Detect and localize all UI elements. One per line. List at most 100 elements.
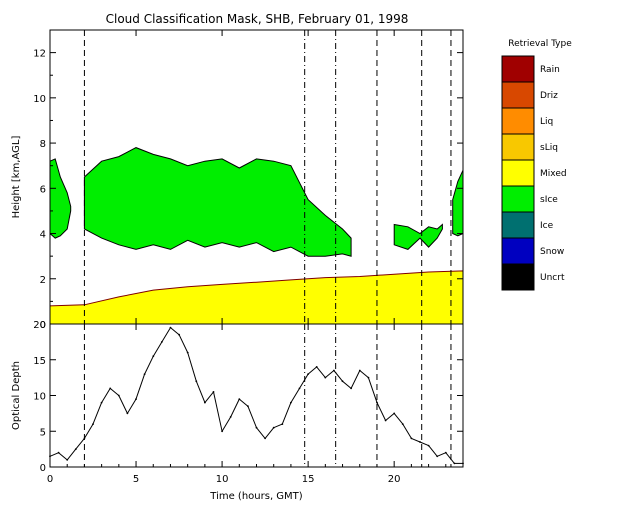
legend-swatch-liq [501,107,535,135]
optical-depth-point-28 [290,401,292,404]
legend-swatch-snow [501,237,535,265]
optical-depth-segment-26 [264,427,275,439]
region-sice-3 [393,223,443,250]
optical-depth-segment-39 [376,402,387,421]
optical-depth-point-29 [298,387,301,390]
bottom-y-tick-label-1: 5 [40,427,46,438]
legend-label-snow: Snow [540,247,564,257]
optical-depth-point-10 [135,398,137,400]
optical-depth-point-38 [376,401,378,404]
optical-depth-segment-10 [126,398,137,414]
top-y-tick-label-2: 4 [40,230,46,241]
optical-depth-segment-40 [385,413,395,421]
optical-depth-point-15 [178,333,181,336]
optical-depth-segment-15 [170,327,180,336]
optical-depth-segment-28 [281,402,292,425]
optical-depth-point-24 [255,426,258,429]
optical-depth-point-20 [221,430,224,433]
optical-depth-segment-35 [342,380,352,389]
optical-depth-segment-43 [411,437,421,443]
optical-depth-segment-1 [49,452,59,457]
optical-depth-point-21 [229,416,232,418]
top-y-tick-label-4: 8 [40,139,46,150]
optical-depth-point-32 [324,376,327,379]
chart-title: Cloud Classification Mask, SHB, February… [106,12,409,26]
optical-depth-point-11 [143,373,146,375]
optical-depth-point-37 [367,376,370,379]
optical-depth-segment-42 [402,423,412,439]
optical-depth-point-43 [419,441,421,443]
optical-depth-point-6 [100,401,103,404]
top-y-tick-label-6: 12 [33,49,46,60]
region-sice-1 [49,158,72,239]
legend-swatch-sliq [501,133,535,161]
optical-depth-segment-14 [161,327,171,343]
optical-depth-point-41 [401,423,404,425]
optical-depth-segment-7 [101,388,111,403]
legend-label-mixed: Mixed [540,169,567,179]
legend-swatch-uncrt [501,263,535,291]
optical-depth-point-42 [410,437,413,440]
legend-swatch-driz [501,81,535,109]
bottom-y-axis-label: Optical Depth [11,361,22,430]
legend-label-liq: Liq [540,117,553,127]
optical-depth-point-40 [393,412,396,415]
optical-depth-segment-3 [66,448,77,461]
optical-depth-segment-24 [247,406,257,428]
optical-depth-point-36 [358,369,361,372]
bottom-y-tick-label-2: 10 [33,392,46,403]
optical-depth-segment-18 [195,381,206,403]
optical-depth-point-14 [169,326,172,329]
optical-depth-point-8 [117,394,120,397]
optical-depth-segment-47 [445,452,455,464]
optical-depth-point-2 [66,459,69,461]
optical-depth-point-44 [427,444,430,447]
bottom-y-tick-label-3: 15 [33,356,46,367]
optical-depth-segment-4 [75,438,85,450]
optical-depth-segment-12 [144,355,154,375]
optical-depth-segment-37 [359,370,369,378]
optical-depth-segment-32 [316,366,326,378]
legend-swatch-sice [501,185,535,213]
optical-depth-segment-5 [83,423,94,439]
optical-depth-segment-45 [428,445,438,457]
optical-depth-point-18 [204,401,206,404]
top-y-tick-label-1: 2 [40,275,46,286]
optical-depth-segment-33 [324,370,335,378]
legend-label-sliq: sLiq [540,143,558,153]
optical-depth-point-17 [195,380,198,383]
optical-depth-segment-17 [187,352,197,382]
region-sice-2 [83,147,352,257]
legend-title: Retrieval Type [508,39,572,49]
optical-depth-segment-6 [92,402,103,425]
optical-depth-segment-30 [299,373,309,389]
top-y-tick-label-3: 6 [40,184,46,195]
bottom-x-tick-label-0: 0 [47,474,53,485]
legend: Retrieval Type Rain Driz Liq sLiq Mixed sIce I… [501,39,572,291]
optical-depth-point-13 [161,341,163,343]
optical-depth-point-27 [281,423,284,425]
optical-depth-point-45 [436,455,439,458]
optical-depth-segment-20 [213,391,223,432]
legend-swatch-rain [501,55,535,83]
optical-depth-segment-19 [204,391,214,403]
optical-depth-segment-22 [230,398,240,418]
optical-depth-segment-11 [135,373,146,400]
bottom-x-axis-label: Time (hours, GMT) [209,491,303,502]
top-y-tick-label-0: 0 [40,320,46,331]
legend-label-uncrt: Uncrt [540,273,565,283]
legend-label-sice: sIce [540,195,558,205]
optical-depth-point-46 [444,451,447,454]
optical-depth-segment-41 [393,413,404,425]
bottom-x-tick-label-2: 10 [216,474,229,485]
bottom-x-tick-label-1: 5 [133,474,139,485]
optical-depth-point-34 [341,380,344,383]
legend-label-ice: Ice [540,221,554,231]
optical-depth-point-33 [333,369,335,372]
optical-depth-segment-36 [350,370,361,389]
optical-depth-point-1 [57,451,60,454]
optical-depth-point-3 [74,448,77,450]
top-y-axis-label: Height [km,AGL] [11,136,22,219]
optical-depth-segment-44 [419,441,429,447]
